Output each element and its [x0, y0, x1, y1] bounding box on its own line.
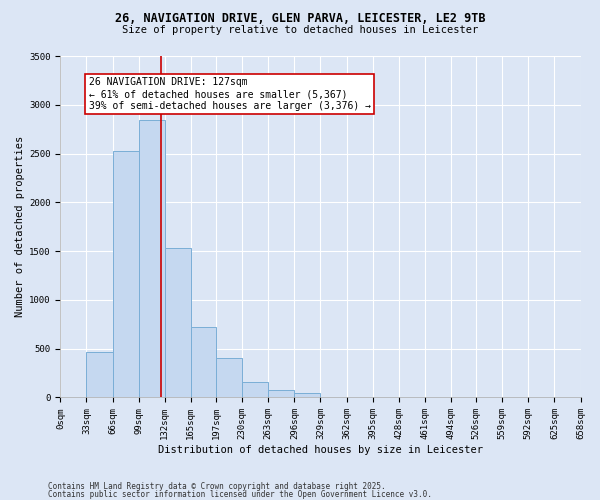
Bar [165, 248, 191, 398]
Bar [139, 120, 165, 398]
Bar [113, 150, 139, 398]
Text: Contains public sector information licensed under the Open Government Licence v3: Contains public sector information licen… [48, 490, 432, 499]
Bar [191, 327, 216, 398]
Text: Contains HM Land Registry data © Crown copyright and database right 2025.: Contains HM Land Registry data © Crown c… [48, 482, 386, 491]
Text: 26 NAVIGATION DRIVE: 127sqm
← 61% of detached houses are smaller (5,367)
39% of : 26 NAVIGATION DRIVE: 127sqm ← 61% of det… [89, 78, 371, 110]
Y-axis label: Number of detached properties: Number of detached properties [15, 136, 25, 318]
X-axis label: Distribution of detached houses by size in Leicester: Distribution of detached houses by size … [158, 445, 483, 455]
Text: 26, NAVIGATION DRIVE, GLEN PARVA, LEICESTER, LE2 9TB: 26, NAVIGATION DRIVE, GLEN PARVA, LEICES… [115, 12, 485, 26]
Bar [86, 352, 113, 398]
Bar [216, 358, 242, 398]
Bar [295, 393, 320, 398]
Bar [268, 390, 295, 398]
Text: Size of property relative to detached houses in Leicester: Size of property relative to detached ho… [122, 25, 478, 35]
Bar [242, 382, 268, 398]
